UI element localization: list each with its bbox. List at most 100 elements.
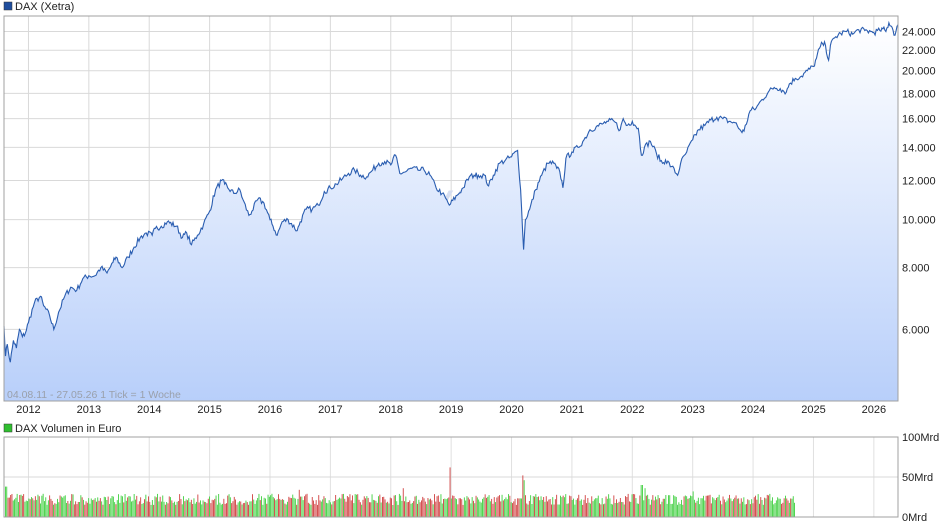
volume-bar [768,495,769,517]
volume-bar [499,495,500,517]
volume-bar [421,500,422,517]
volume-bar [541,499,543,517]
y-tick-label: 16.000 [902,114,936,126]
x-axis: 2012 2013 2014 2015 2016 2017 2018 2019 2020 2021… [16,404,886,416]
volume-bar [666,503,668,517]
volume-bar [625,496,626,517]
volume-bar [431,500,433,517]
volume-bar [168,496,170,517]
volume-bar [397,504,399,517]
volume-bar [696,500,698,517]
volume-bar [49,495,51,517]
volume-bar [742,501,743,517]
volume-bar [5,486,6,517]
volume-bar [293,497,295,517]
volume-bar [57,498,58,517]
volume-bar [695,502,697,517]
volume-bar [93,499,95,517]
volume-bar [246,502,248,517]
x-tick-label: 2023 [680,404,704,416]
volume-bar [657,495,659,517]
volume-bar [72,494,74,517]
volume-bar [34,496,36,517]
volume-bar [292,494,294,517]
volume-bar [439,501,441,517]
volume-bar [119,502,121,517]
volume-bar [608,494,610,517]
volume-bar [458,498,460,517]
volume-bar [46,504,48,517]
volume-bar [536,497,538,517]
volume-bar [764,497,766,517]
volume-bar [50,498,52,517]
volume-bar [229,497,231,517]
volume-bar [96,501,97,517]
volume-bar [280,500,282,517]
volume-bar [259,500,261,517]
volume-bar [393,495,395,517]
volume-bar [482,498,483,517]
volume-bar [687,498,689,517]
volume-bar [341,494,343,517]
volume-bar [14,499,15,517]
volume-bar [484,494,486,517]
volume-bar [669,495,671,517]
volume-bar [773,504,775,517]
x-tick-label: 2016 [258,404,282,416]
volume-bar [734,497,736,517]
volume-bar [733,499,734,517]
volume-bar [385,502,387,517]
volume-bar [206,503,208,517]
volume-bar [674,496,676,517]
volume-bar [98,500,100,517]
volume-bar [466,496,468,517]
volume-bar [430,498,431,517]
volume-bar [58,502,60,517]
volume-bar [88,498,90,517]
volume-bar [79,502,80,517]
volume-bar [684,495,686,517]
volume-bar [8,497,10,517]
x-tick-label: 2022 [620,404,644,416]
y-tick-label: 14.000 [902,142,936,154]
volume-bar [371,494,373,517]
volume-bar [744,504,746,517]
volume-bar [70,500,71,517]
volume-bar [704,500,706,517]
volume-bar [671,503,673,517]
volume-bar [276,499,278,517]
volume-bar [314,503,316,517]
volume-bar [596,498,598,517]
volume-bar [755,495,756,517]
volume-bar [463,497,465,517]
volume-bar [523,480,525,517]
volume-bar [188,498,190,517]
volume-bar [747,499,749,517]
volume-bar [107,496,109,517]
volume-bar [544,501,546,517]
volume-bar [257,498,259,517]
volume-bar [194,503,196,517]
x-tick-label: 2021 [560,404,584,416]
volume-bar [228,494,230,517]
volume-bar [779,498,781,517]
dax-legend-swatch [3,1,13,11]
volume-bar [11,494,13,517]
volume-bar [330,502,331,517]
volume-bar [445,499,447,517]
volume-bar [405,496,407,517]
volume-bar [634,494,636,517]
volume-bar [236,504,238,517]
volume-bar [441,503,443,517]
volume-bar [418,499,420,517]
volume-bar [717,497,719,517]
volume-bar [517,498,519,517]
volume-bar [304,496,305,517]
volume-bar [480,502,482,517]
volume-bar [215,495,217,517]
volume-bar [272,497,274,517]
volume-bar [161,501,162,517]
volume-bar [557,504,559,517]
volume-bar [749,504,751,517]
